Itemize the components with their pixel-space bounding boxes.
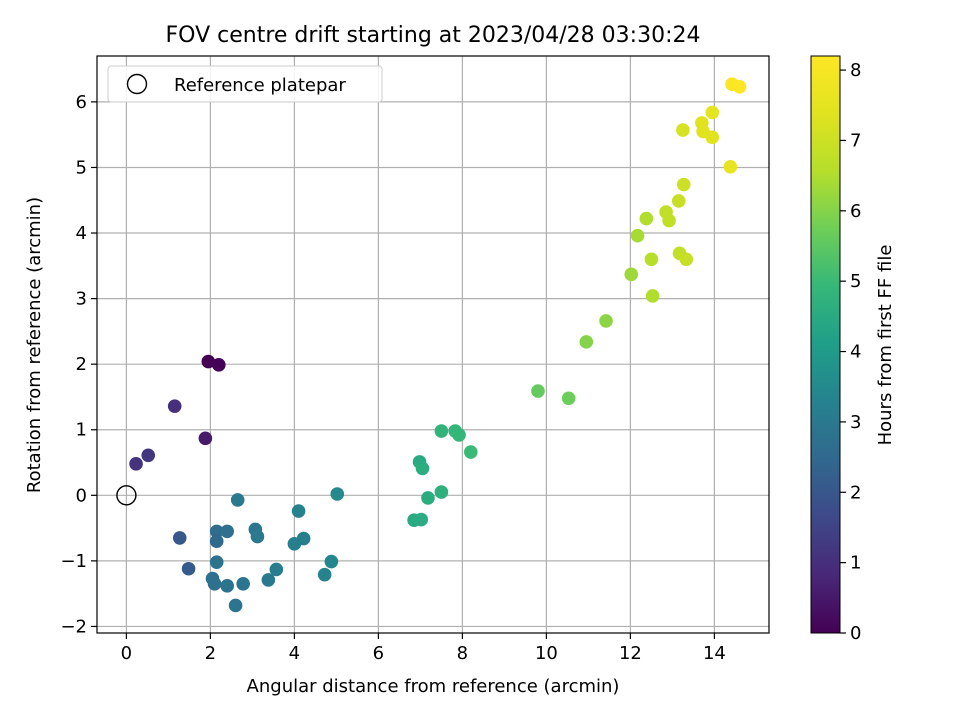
y-tick-label: −1 [60, 551, 87, 572]
colorbar-tick-label: 3 [850, 412, 861, 433]
data-point-10 [220, 524, 234, 539]
y-tick-label: 5 [76, 157, 87, 178]
data-point-16 [228, 598, 243, 613]
data-point-21 [269, 562, 284, 577]
x-axis-label: Angular distance from reference (arcmin) [247, 676, 620, 697]
colorbar: 0 1 2 3 4 5 6 7 8 Hours from first FF file [810, 55, 896, 644]
data-point-25 [317, 567, 332, 582]
data-point-46 [644, 252, 659, 267]
data-point-14 [207, 577, 222, 591]
y-tick-label: 4 [76, 223, 87, 244]
data-point-12 [209, 555, 224, 569]
data-point-38 [531, 384, 545, 398]
data-point-17 [236, 577, 250, 591]
data-point-0 [201, 354, 216, 369]
data-point-57 [705, 130, 720, 145]
data-point-44 [639, 211, 654, 226]
data-point-11 [230, 493, 245, 507]
plot-frame [96, 55, 770, 634]
colorbar-tick-label: 8 [850, 60, 861, 81]
data-point-15 [220, 578, 234, 593]
data-point-48 [662, 213, 676, 228]
reference-platepar-marker [116, 485, 137, 506]
colorbar-gradient [810, 55, 841, 634]
y-tick-label: 1 [76, 420, 87, 441]
data-point-45 [645, 289, 660, 303]
y-axis-ticks: −2 −1 0 1 2 3 4 5 6 [60, 92, 97, 637]
data-point-52 [676, 177, 691, 192]
colorbar-tick-label: 2 [850, 482, 861, 503]
x-tick-label: 12 [619, 643, 642, 664]
data-point-31 [434, 485, 449, 499]
data-point-5 [129, 457, 143, 471]
data-point-40 [579, 335, 594, 349]
data-point-51 [671, 194, 686, 208]
data-point-20 [261, 573, 276, 587]
data-point-41 [599, 314, 613, 328]
data-point-30 [421, 491, 435, 505]
x-axis-ticks: 0 2 4 6 8 10 12 14 [121, 633, 726, 664]
data-point-2 [167, 399, 182, 413]
y-tick-label: 0 [76, 485, 87, 506]
data-point-34 [434, 424, 449, 438]
colorbar-tick-label: 6 [850, 201, 861, 222]
colorbar-ticks: 0 1 2 3 4 5 6 7 8 [840, 60, 861, 644]
data-point-7 [181, 561, 196, 576]
data-point-36 [452, 428, 466, 442]
chart-title: FOV centre drift starting at 2023/04/28 … [166, 23, 701, 48]
x-tick-label: 0 [121, 643, 132, 664]
data-point-39 [561, 391, 576, 406]
x-tick-label: 6 [373, 643, 384, 664]
legend-box [107, 65, 383, 103]
data-point-42 [624, 267, 639, 282]
x-tick-label: 4 [289, 643, 300, 664]
data-point-27 [330, 487, 345, 501]
x-tick-label: 10 [535, 643, 558, 664]
data-point-4 [141, 448, 156, 463]
data-point-53 [676, 123, 690, 137]
y-tick-label: 3 [76, 289, 87, 310]
data-point-29 [414, 512, 429, 527]
colorbar-tick-label: 4 [850, 342, 861, 363]
data-point-58 [723, 160, 738, 174]
y-tick-label: −2 [60, 616, 87, 637]
data-point-19 [250, 529, 265, 544]
data-point-26 [324, 554, 339, 569]
y-axis-label: Rotation from reference (arcmin) [24, 197, 45, 493]
data-point-33 [415, 461, 430, 476]
colorbar-tick-label: 1 [850, 553, 861, 574]
y-tick-label: 2 [76, 354, 87, 375]
data-point-60 [732, 80, 747, 94]
data-point-24 [291, 504, 306, 518]
grid-lines [97, 56, 769, 633]
data-point-3 [198, 431, 213, 446]
colorbar-tick-label: 0 [850, 623, 861, 644]
x-tick-label: 8 [457, 643, 468, 664]
colorbar-tick-label: 5 [850, 271, 861, 292]
data-point-9 [209, 534, 224, 549]
data-point-6 [172, 531, 187, 545]
colorbar-tick-label: 7 [850, 130, 861, 151]
colorbar-label: Hours from first FF file [875, 245, 896, 446]
legend-open-circle-marker [126, 73, 148, 95]
data-point-56 [705, 105, 720, 120]
data-point-1 [212, 358, 226, 372]
x-tick-label: 2 [205, 643, 216, 664]
data-point-50 [679, 252, 694, 267]
x-tick-label: 14 [703, 643, 726, 664]
data-point-23 [296, 531, 311, 546]
y-tick-label: 6 [76, 92, 87, 113]
legend-entry-reference: Reference platepar [174, 75, 346, 96]
data-point-43 [630, 228, 645, 243]
data-point-37 [464, 445, 478, 459]
reference-marker [116, 485, 137, 506]
data-points [129, 77, 747, 613]
legend: Reference platepar [107, 65, 383, 103]
data-point-8 [209, 524, 224, 539]
